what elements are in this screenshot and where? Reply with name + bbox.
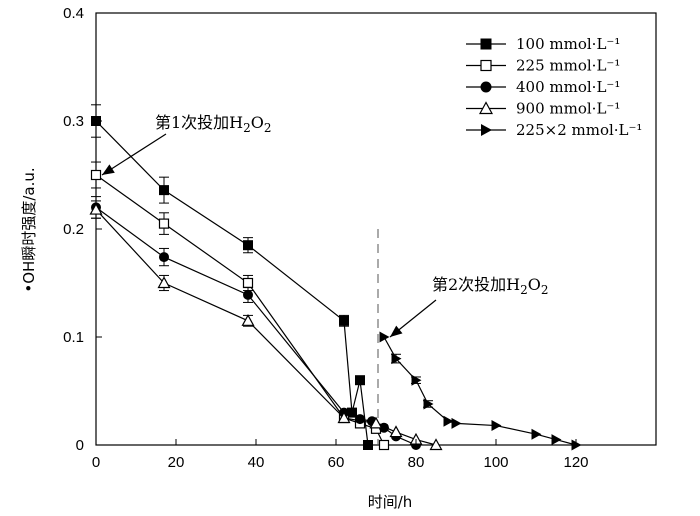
data-point — [389, 425, 403, 438]
data-point — [159, 252, 169, 263]
series-2 — [91, 196, 421, 450]
data-point — [355, 375, 365, 386]
y-tick-label: 0.2 — [63, 221, 84, 238]
series-1 — [90, 161, 390, 451]
x-tick-label: 100 — [483, 454, 508, 471]
legend-item: 225×2 mmol·L⁻¹ — [466, 121, 642, 139]
y-tick-label: 0.1 — [63, 329, 84, 346]
series-layer — [89, 104, 582, 451]
axis-ticks: 0 20 40 60 80 100 120 0 0.1 0.2 0.3 0.4 — [63, 5, 588, 471]
data-point — [241, 314, 255, 326]
data-point — [90, 169, 102, 181]
data-point — [423, 398, 434, 410]
series-line — [95, 174, 385, 446]
annotation-text-part: 2 — [520, 283, 528, 297]
legend-label: 225 mmol·L⁻¹ — [516, 57, 620, 75]
data-point — [411, 374, 422, 386]
legend-label: 400 mmol·L⁻¹ — [516, 78, 620, 96]
data-point — [491, 420, 502, 432]
y-tick-label: 0 — [76, 437, 84, 454]
legend-item: 900 mmol·L⁻¹ — [466, 100, 620, 118]
legend-label: 900 mmol·L⁻¹ — [516, 100, 620, 118]
x-tick-label: 60 — [328, 454, 345, 471]
y-tick-label: 0.4 — [63, 5, 84, 22]
data-point — [158, 218, 170, 229]
y-axis-label: •OH瞬时强度/a.u. — [20, 167, 38, 292]
legend-item: 100 mmol·L⁻¹ — [466, 35, 620, 53]
data-point — [339, 315, 349, 326]
annotation-text-part: 第2次投加H — [432, 275, 520, 294]
data-point — [443, 415, 454, 427]
data-point — [379, 331, 390, 343]
annotation-text-part: O — [251, 113, 264, 132]
x-tick-label: 40 — [248, 454, 265, 471]
data-point — [391, 353, 402, 365]
data-point — [451, 417, 462, 429]
series-line — [95, 206, 417, 446]
data-point — [363, 440, 373, 450]
x-axis-label: 时间/h — [368, 493, 413, 511]
data-point — [89, 202, 103, 215]
annotation-arrowhead — [390, 325, 403, 337]
legend-marker — [480, 59, 492, 72]
series-line — [383, 336, 577, 446]
data-point — [243, 240, 253, 251]
data-point — [159, 185, 169, 196]
series-line — [95, 120, 369, 446]
x-tick-label: 0 — [92, 454, 100, 471]
series-line — [95, 209, 437, 446]
data-point — [369, 416, 383, 429]
annotation-arrowhead — [102, 164, 115, 175]
annotation-text: 第2次投加H2O2 — [432, 275, 549, 297]
x-tick-label: 20 — [168, 454, 185, 471]
data-point — [242, 277, 254, 289]
annotation-text-part: O — [528, 275, 541, 294]
data-point — [243, 289, 253, 300]
data-point — [157, 276, 171, 289]
legend-label: 100 mmol·L⁻¹ — [516, 35, 620, 53]
legend-marker — [481, 124, 492, 136]
y-tick-label: 0.3 — [63, 113, 84, 130]
legend-label: 225×2 mmol·L⁻¹ — [516, 121, 642, 139]
legend-marker — [480, 81, 492, 93]
annotation-2: 第2次投加H2O2 — [389, 275, 549, 338]
annotation-text-part: 2 — [541, 283, 549, 297]
legend: 100 mmol·L⁻¹ 225 mmol·L⁻¹ 400 mmol·L⁻¹ 900 … — [466, 35, 642, 139]
annotation-arrow — [101, 133, 167, 176]
data-point — [551, 434, 562, 446]
data-point — [355, 414, 365, 425]
data-point — [337, 411, 351, 424]
data-point — [531, 428, 542, 440]
annotation-text: 第1次投加H2O2 — [155, 113, 272, 135]
legend-marker — [478, 101, 494, 115]
series-3 — [89, 200, 443, 451]
data-point — [378, 439, 390, 451]
annotation-text-part: 2 — [243, 121, 251, 135]
x-tick-label: 80 — [408, 454, 425, 471]
annotation-1: 第1次投加H2O2 — [101, 113, 272, 176]
annotation-text-part: 第1次投加H — [155, 113, 243, 132]
series-4 — [379, 331, 582, 451]
legend-item: 225 mmol·L⁻¹ — [466, 57, 620, 75]
legend-marker — [480, 38, 492, 50]
legend-item: 400 mmol·L⁻¹ — [466, 78, 620, 96]
data-point — [429, 438, 443, 451]
annotation-text-part: 2 — [264, 121, 272, 135]
x-tick-label: 120 — [563, 454, 588, 471]
